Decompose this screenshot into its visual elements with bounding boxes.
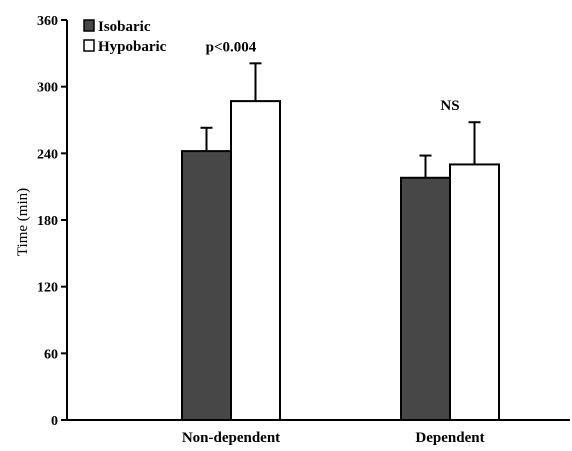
- legend-swatch-hypobaric: [83, 39, 95, 52]
- annotations: p<0.004 NS: [206, 39, 460, 114]
- y-tick-label: 60: [44, 347, 58, 362]
- significance-annotation: NS: [440, 98, 459, 114]
- category-label: Non-dependent: [182, 430, 280, 446]
- error-bars: [200, 62, 481, 178]
- category-labels: Non-dependent Dependent: [182, 430, 485, 446]
- legend: Isobaric Hypobaric: [83, 19, 167, 55]
- y-tick-label: 120: [37, 281, 58, 296]
- legend-label-hypobaric: Hypobaric: [98, 39, 167, 55]
- category-label: Dependent: [415, 430, 484, 446]
- y-tick-label: 0: [51, 414, 58, 429]
- legend-swatch-isobaric: [83, 19, 95, 32]
- significance-annotation: p<0.004: [206, 39, 257, 55]
- bar-isobaric-1: [400, 176, 451, 421]
- bar-isobaric-0: [181, 150, 232, 421]
- y-axis-label: Time (min): [15, 188, 31, 256]
- y-tick-label: 180: [37, 214, 58, 229]
- y-tick-label: 300: [37, 81, 58, 96]
- y-tick-label: 360: [37, 14, 58, 29]
- y-axis: 0 60 120 180 240 300 360: [37, 14, 68, 429]
- y-tick-label: 240: [37, 147, 58, 162]
- bars: [181, 100, 500, 421]
- bar-hypobaric-1: [449, 163, 500, 421]
- bar-hypobaric-0: [230, 100, 281, 421]
- legend-label-isobaric: Isobaric: [98, 19, 151, 35]
